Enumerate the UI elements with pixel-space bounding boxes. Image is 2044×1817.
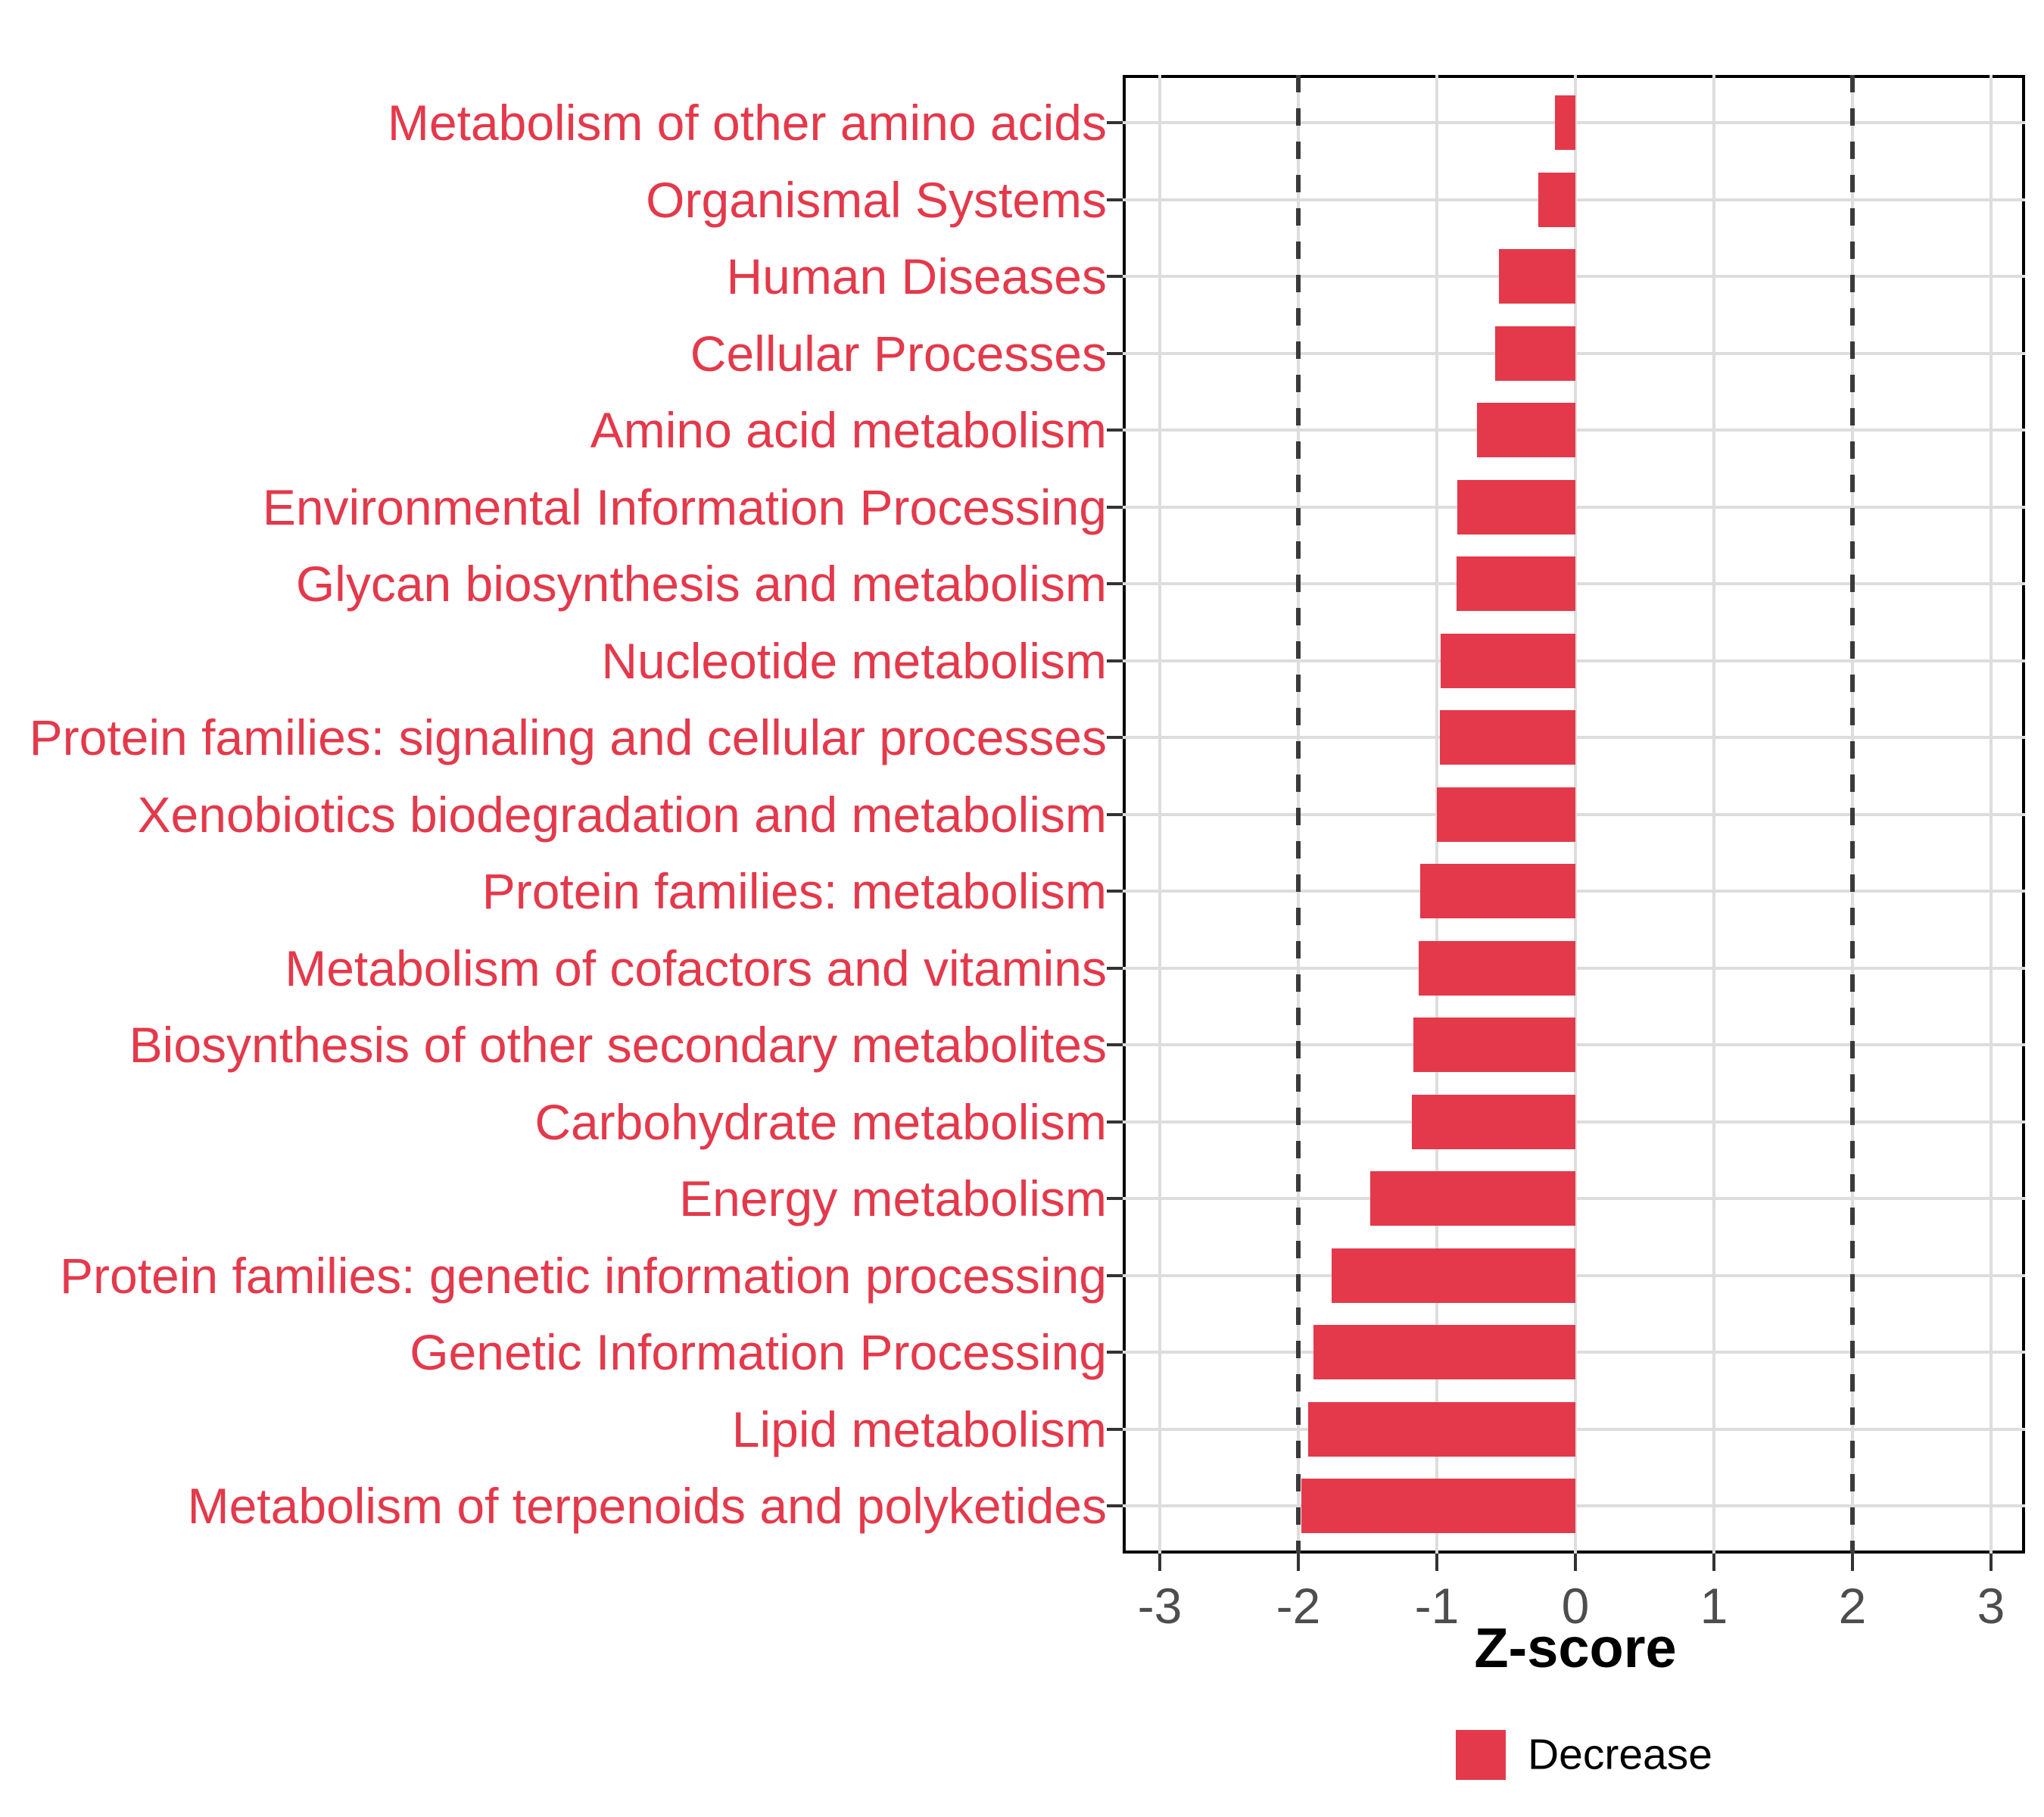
x-axis-tick: [1297, 1554, 1300, 1571]
y-axis-tick: [1107, 1043, 1123, 1046]
reference-line-dashed: [1850, 75, 1855, 1554]
bar: [1457, 479, 1575, 535]
y-axis-tick: [1107, 1427, 1123, 1431]
y-axis-tick: [1107, 1351, 1123, 1354]
x-axis-tick-label: 0: [1561, 1578, 1590, 1634]
x-axis-tick-label: -3: [1137, 1578, 1182, 1634]
major-gridline-x: [1712, 75, 1715, 1554]
x-axis-tick-label: -1: [1414, 1578, 1460, 1634]
bar: [1499, 249, 1575, 304]
y-axis-category-label: Carbohydrate metabolism: [534, 1093, 1107, 1150]
y-axis-tick: [1107, 1273, 1123, 1277]
plot-panel-inner: [1123, 75, 2025, 1554]
y-axis-category-label: Protein families: signaling and cellular…: [29, 709, 1107, 765]
bar: [1494, 326, 1575, 381]
y-axis-tick: [1107, 659, 1123, 662]
y-axis-category-label: Protein families: metabolism: [481, 863, 1107, 919]
x-axis-tick: [1435, 1554, 1438, 1571]
bar: [1554, 95, 1575, 150]
x-axis-tick: [1851, 1554, 1854, 1571]
bar: [1441, 633, 1575, 688]
bar: [1420, 864, 1575, 918]
x-axis-tick-label: 3: [1977, 1578, 2005, 1634]
y-axis-tick: [1107, 121, 1123, 124]
y-axis-category-label: Xenobiotics biodegradation and metabolis…: [137, 786, 1108, 843]
y-axis-tick: [1107, 505, 1123, 509]
y-axis-category-label: Glycan biosynthesis and metabolism: [295, 556, 1107, 612]
bar: [1439, 710, 1575, 765]
y-axis-category-label: Lipid metabolism: [731, 1401, 1107, 1457]
y-axis-category-label: Environmental Information Processing: [262, 478, 1107, 535]
x-axis-tick-label: 1: [1700, 1578, 1728, 1634]
y-axis-category-label: Nucleotide metabolism: [601, 632, 1107, 689]
y-axis-category-label: Biosynthesis of other secondary metaboli…: [129, 1017, 1107, 1073]
bar: [1412, 1094, 1575, 1149]
major-gridline-x: [1574, 75, 1577, 1554]
bar: [1301, 1479, 1575, 1533]
x-axis-tick: [1712, 1554, 1715, 1571]
y-axis-category-label: Genetic Information Processing: [410, 1324, 1107, 1380]
y-axis-tick: [1107, 1504, 1123, 1507]
bar: [1456, 556, 1575, 611]
y-axis-category-label: Energy metabolism: [679, 1170, 1107, 1226]
bar: [1313, 1325, 1575, 1379]
y-axis-category-label: Human Diseases: [726, 248, 1107, 304]
y-axis-tick: [1107, 1120, 1123, 1124]
y-axis-tick: [1107, 351, 1123, 355]
x-axis-tick-label: -2: [1276, 1578, 1321, 1634]
y-axis-tick: [1107, 736, 1123, 739]
legend-label-decrease: Decrease: [1528, 1730, 1712, 1779]
y-axis-tick: [1107, 429, 1123, 432]
bar: [1437, 787, 1575, 842]
bar: [1331, 1248, 1575, 1303]
x-axis-tick: [1989, 1554, 1993, 1571]
y-axis-tick: [1107, 582, 1123, 585]
bar: [1307, 1401, 1575, 1457]
y-axis-tick: [1107, 966, 1123, 970]
y-axis-tick: [1107, 1197, 1123, 1200]
major-gridline-x: [1989, 75, 1993, 1554]
y-axis-tick: [1107, 275, 1123, 278]
x-axis-tick-label: 2: [1838, 1578, 1867, 1634]
major-gridline-x: [1158, 75, 1161, 1554]
y-axis-category-label: Cellular Processes: [690, 325, 1107, 382]
plot-panel: [1123, 75, 2025, 1554]
x-axis-title: Z-score: [1474, 1616, 1677, 1679]
y-axis-category-label: Organismal Systems: [646, 171, 1107, 228]
y-axis-category-label: Protein families: genetic information pr…: [59, 1247, 1107, 1304]
y-axis-tick: [1107, 812, 1123, 816]
x-axis-tick: [1158, 1554, 1161, 1571]
bar: [1370, 1171, 1575, 1226]
bar: [1477, 403, 1575, 457]
reference-line-dashed: [1296, 75, 1301, 1554]
y-axis-category-label: Metabolism of other amino acids: [387, 95, 1107, 151]
bar: [1419, 940, 1575, 996]
y-axis-category-label: Metabolism of cofactors and vitamins: [285, 940, 1107, 996]
bar: [1538, 172, 1575, 227]
y-axis-category-label: Metabolism of terpenoids and polyketides: [187, 1478, 1107, 1534]
y-axis-tick: [1107, 198, 1123, 201]
bar: [1413, 1018, 1575, 1072]
y-axis-category-label: Amino acid metabolism: [590, 402, 1107, 458]
legend-swatch-decrease: [1456, 1730, 1506, 1780]
y-axis-tick: [1107, 890, 1123, 893]
x-axis-tick: [1574, 1554, 1577, 1571]
